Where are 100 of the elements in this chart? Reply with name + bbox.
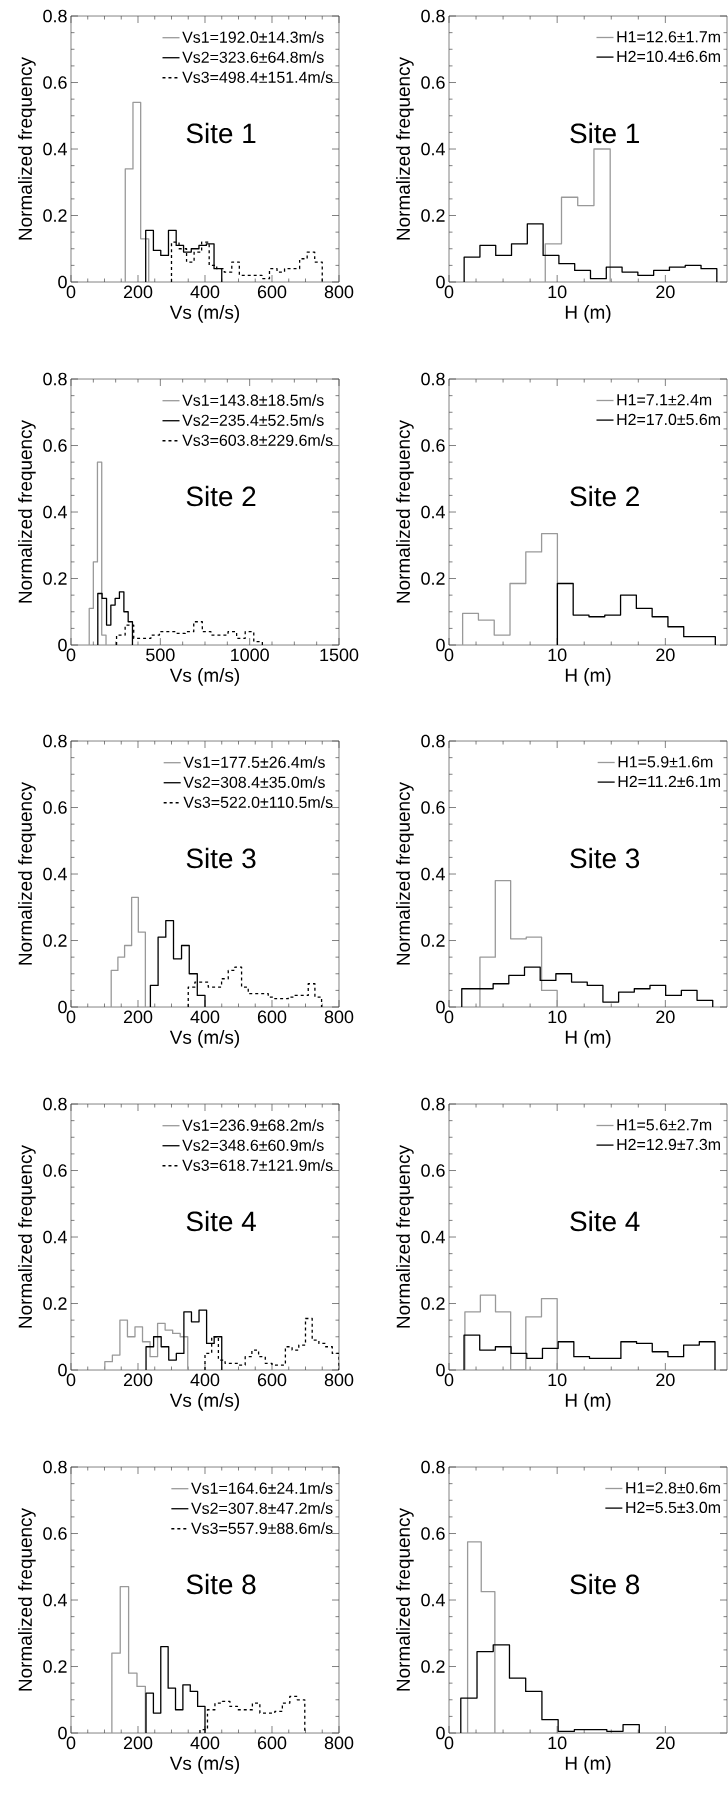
y-tick-label: 0.2 bbox=[43, 209, 67, 222]
y-tick-label: 0.4 bbox=[43, 1593, 67, 1607]
y-tick-label: 0.2 bbox=[421, 572, 445, 585]
y-tick-label: 0.4 bbox=[421, 1230, 445, 1244]
y-axis-title: Normalized frequency bbox=[396, 782, 414, 965]
y-tick-label: 0.6 bbox=[421, 801, 445, 814]
y-tick-label: 0 bbox=[436, 1726, 445, 1740]
y-axis-title: Normalized frequency bbox=[18, 420, 36, 603]
y-axis-title: Normalized frequency bbox=[18, 782, 36, 965]
legend-label: H2=17.0±5.6m bbox=[617, 413, 720, 426]
x-tick-label: 1000 bbox=[231, 648, 269, 662]
y-tick-label: 0.2 bbox=[43, 1660, 67, 1673]
legend-label: Vs1=192.0±14.3m/s bbox=[182, 31, 324, 43]
legend-label: H1=2.8±0.6m bbox=[626, 1482, 720, 1494]
y-tick-label: 0.4 bbox=[43, 1230, 67, 1244]
x-tick-label: 400 bbox=[190, 1373, 220, 1387]
y-tick-label: 0.2 bbox=[43, 572, 67, 585]
x-tick-label: 400 bbox=[190, 285, 220, 299]
y-tick-label: 0 bbox=[436, 1363, 445, 1377]
x-tick-label: 800 bbox=[324, 285, 354, 299]
legend-label: Vs3=557.9±88.6m/s bbox=[191, 1522, 333, 1534]
y-tick-label: 0.2 bbox=[43, 934, 67, 947]
y-tick-label: 0 bbox=[436, 1000, 445, 1014]
annotation: Site 2 bbox=[186, 485, 256, 507]
legend-label: Vs2=323.6±64.8m/s bbox=[182, 51, 324, 63]
y-axis-title: Normalized frequency bbox=[396, 57, 414, 240]
x-axis-title: H (m) bbox=[565, 1393, 611, 1411]
legend-label: H1=5.9±1.6m bbox=[618, 756, 713, 768]
x-tick-label: 600 bbox=[257, 1736, 287, 1750]
x-axis-title: Vs (m/s) bbox=[169, 1756, 240, 1774]
x-tick-label: 600 bbox=[257, 1010, 287, 1024]
x-tick-label: 10 bbox=[548, 1373, 567, 1387]
y-tick-label: 0.6 bbox=[43, 1164, 67, 1177]
x-tick-label: 10 bbox=[548, 648, 567, 662]
y-tick-label: 0.4 bbox=[43, 142, 67, 156]
y-axis-title: Normalized frequency bbox=[396, 420, 414, 603]
annotation: Site 8 bbox=[186, 1573, 256, 1595]
y-tick-label: 0.8 bbox=[421, 734, 445, 748]
x-axis-title: Vs (m/s) bbox=[169, 668, 240, 686]
annotation: Site 2 bbox=[570, 485, 639, 507]
legend-label: Vs1=177.5±26.4m/s bbox=[183, 756, 325, 768]
y-tick-label: 0.8 bbox=[421, 9, 445, 23]
y-tick-label: 0 bbox=[58, 1000, 67, 1014]
legend-label: H2=11.2±6.1m bbox=[618, 775, 720, 788]
y-tick-label: 0 bbox=[58, 638, 67, 652]
annotation: Site 3 bbox=[570, 847, 640, 869]
legend-label: H1=5.6±2.7m bbox=[617, 1119, 712, 1131]
y-tick-label: 0.4 bbox=[43, 505, 67, 519]
y-tick-label: 0 bbox=[58, 1363, 67, 1377]
x-tick-label: 200 bbox=[123, 1010, 153, 1024]
legend-label: Vs2=235.4±52.5m/s bbox=[182, 414, 324, 426]
x-tick-label: 800 bbox=[324, 1010, 354, 1024]
legend-label: Vs1=164.6±24.1m/s bbox=[191, 1482, 333, 1494]
y-axis-title: Normalized frequency bbox=[18, 57, 36, 240]
annotation: Site 1 bbox=[570, 122, 639, 144]
x-tick-label: 20 bbox=[656, 1736, 675, 1750]
x-tick-label: 20 bbox=[656, 285, 675, 299]
y-tick-label: 0.4 bbox=[421, 505, 445, 519]
y-tick-label: 0.4 bbox=[421, 1593, 445, 1607]
y-tick-label: 0.8 bbox=[43, 734, 67, 748]
x-axis-title: Vs (m/s) bbox=[169, 305, 240, 323]
x-tick-label: 200 bbox=[123, 285, 153, 299]
y-tick-label: 0.8 bbox=[43, 9, 67, 23]
y-tick-label: 0.6 bbox=[421, 1527, 445, 1540]
y-tick-label: 0.8 bbox=[43, 372, 67, 386]
x-axis-title: H (m) bbox=[565, 1756, 611, 1774]
y-tick-label: 0.6 bbox=[421, 76, 445, 89]
x-tick-label: 10 bbox=[548, 1010, 567, 1024]
legend-label: Vs3=522.0±110.5m/s bbox=[183, 796, 333, 808]
x-axis-title: H (m) bbox=[565, 305, 611, 323]
y-tick-label: 0.8 bbox=[421, 372, 445, 386]
y-tick-label: 0.8 bbox=[421, 1097, 445, 1111]
y-axis-title: Normalized frequency bbox=[18, 1508, 36, 1691]
legend-label: Vs2=308.4±35.0m/s bbox=[183, 776, 325, 788]
y-tick-label: 0 bbox=[58, 1726, 67, 1740]
legend-label: H2=5.5±3.0m bbox=[626, 1501, 720, 1514]
y-tick-label: 0.4 bbox=[421, 142, 445, 156]
y-tick-label: 0.2 bbox=[421, 1660, 445, 1673]
annotation: Site 4 bbox=[570, 1210, 640, 1232]
y-tick-label: 0.8 bbox=[43, 1097, 67, 1111]
legend-label: Vs1=143.8±18.5m/s bbox=[182, 394, 324, 406]
x-tick-label: 10 bbox=[548, 1736, 567, 1750]
y-tick-label: 0.8 bbox=[421, 1460, 445, 1474]
x-axis-title: Vs (m/s) bbox=[169, 1393, 240, 1411]
y-tick-label: 0.6 bbox=[43, 76, 67, 89]
x-tick-label: 20 bbox=[656, 1373, 675, 1387]
x-axis-title: H (m) bbox=[565, 668, 611, 686]
annotation: Site 1 bbox=[186, 122, 256, 144]
legend-label: Vs3=618.7±121.9m/s bbox=[182, 1159, 333, 1171]
x-tick-label: 400 bbox=[190, 1736, 220, 1750]
legend-label: H1=7.1±2.4m bbox=[617, 394, 712, 406]
y-tick-label: 0.4 bbox=[43, 867, 67, 881]
legend-label: Vs3=498.4±151.4m/s bbox=[182, 71, 333, 83]
x-tick-label: 800 bbox=[324, 1736, 354, 1750]
x-tick-label: 800 bbox=[324, 1373, 354, 1387]
legend-label: Vs3=603.8±229.6m/s bbox=[182, 434, 333, 446]
legend-label: Vs1=236.9±68.2m/s bbox=[182, 1119, 324, 1131]
y-tick-label: 0.2 bbox=[421, 1297, 445, 1310]
x-tick-label: 20 bbox=[656, 648, 675, 662]
x-tick-label: 400 bbox=[190, 1010, 220, 1024]
